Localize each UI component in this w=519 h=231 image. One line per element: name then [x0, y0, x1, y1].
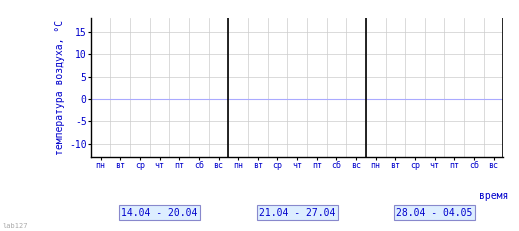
Text: время: время	[479, 191, 509, 201]
Text: 14.04 - 20.04: 14.04 - 20.04	[121, 207, 198, 218]
Text: 21.04 - 27.04: 21.04 - 27.04	[259, 207, 335, 218]
Y-axis label: температура воздуха, °С: температура воздуха, °С	[55, 20, 65, 155]
Text: lab127: lab127	[3, 223, 28, 229]
Text: 28.04 - 04.05: 28.04 - 04.05	[397, 207, 473, 218]
